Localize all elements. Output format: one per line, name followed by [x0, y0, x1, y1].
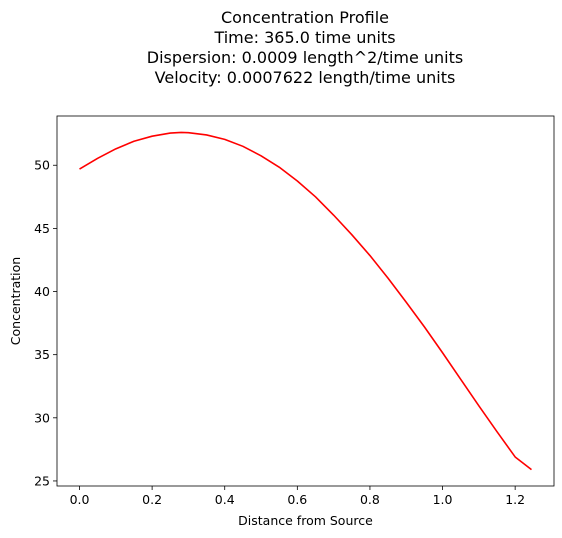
x-tick-label: 0.0 [70, 492, 90, 507]
x-ticks: 0.0 0.2 0.4 0.6 0.8 1.0 1.2 [70, 486, 525, 507]
y-tick-label: 30 [34, 410, 50, 425]
title-line-2: Time: 365.0 time units [214, 28, 396, 47]
y-tick-label: 25 [34, 473, 50, 488]
series-layer [79, 131, 532, 471]
y-axis-label: Concentration [8, 257, 23, 345]
y-tick-label: 50 [34, 158, 50, 173]
x-tick-label: 1.2 [505, 492, 525, 507]
series-line [79, 131, 532, 471]
x-axis-label: Distance from Source [238, 513, 373, 528]
x-tick-label: 1.0 [433, 492, 453, 507]
title-line-1: Concentration Profile [220, 8, 390, 27]
y-tick-label: 45 [34, 221, 50, 236]
x-tick-label: 0.4 [215, 492, 235, 507]
chart-title: Concentration Profile Time: 365.0 time u… [0, 8, 562, 88]
y-ticks: 25 30 35 40 45 50 [34, 158, 57, 488]
y-tick-label: 35 [34, 347, 50, 362]
x-tick-label: 0.2 [142, 492, 162, 507]
title-line-4: Velocity: 0.0007622 length/time units [154, 68, 456, 87]
x-tick-label: 0.6 [287, 492, 307, 507]
title-line-3: Dispersion: 0.0009 length^2/time units [146, 48, 464, 67]
x-tick-label: 0.8 [360, 492, 380, 507]
y-tick-label: 40 [34, 284, 50, 299]
plot-area-frame [56, 115, 555, 487]
